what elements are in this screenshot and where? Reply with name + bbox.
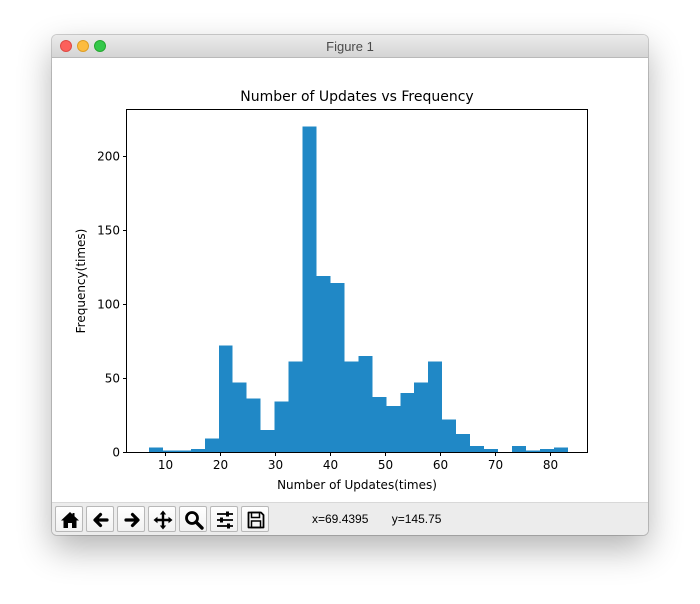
- histogram-bar: [190, 449, 205, 452]
- histogram-bar: [372, 397, 387, 452]
- cursor-y-readout: y=145.75: [391, 512, 442, 526]
- close-window-button[interactable]: [60, 40, 72, 52]
- zoom-window-button[interactable]: [94, 40, 106, 52]
- navigation-toolbar: x=69.4395 y=145.75: [52, 502, 648, 535]
- y-tick-label: 50: [105, 372, 120, 386]
- histogram-bar: [204, 438, 219, 452]
- x-tick-label: 50: [378, 458, 393, 472]
- figure-window: Figure 1 10 20 30 40 50 60 70 80 0 50 100 150 200 N…: [52, 35, 648, 535]
- histogram-bar: [470, 446, 485, 452]
- histogram-bar: [358, 355, 373, 452]
- back-arrow-icon: [93, 512, 109, 528]
- x-tick-label: 40: [323, 458, 338, 472]
- home-button[interactable]: [55, 506, 83, 532]
- histogram-bar: [260, 429, 275, 452]
- histogram-bar: [288, 361, 303, 452]
- histogram-bar: [386, 406, 401, 452]
- sliders-icon: [217, 511, 233, 529]
- histogram-bar: [148, 447, 163, 452]
- forward-arrow-icon: [124, 512, 140, 528]
- histogram-bar: [525, 450, 540, 452]
- y-axis-label: Frequency(times): [74, 229, 88, 334]
- histogram-bar: [176, 450, 191, 452]
- histogram-bar: [442, 419, 457, 452]
- chart-title: Number of Updates vs Frequency: [240, 89, 473, 105]
- zoom-button[interactable]: [179, 506, 207, 532]
- histogram-bar: [330, 283, 345, 452]
- histogram-bar: [344, 361, 359, 452]
- histogram-bar: [246, 398, 261, 452]
- y-tick-label: 150: [97, 224, 120, 238]
- back-button[interactable]: [86, 506, 114, 532]
- histogram-bar: [232, 382, 247, 452]
- pan-move-icon: [153, 510, 173, 530]
- x-tick-label: 10: [158, 458, 173, 472]
- x-tick-label: 20: [213, 458, 228, 472]
- histogram-bar: [428, 361, 443, 452]
- forward-button[interactable]: [117, 506, 145, 532]
- x-axis-label: Number of Updates(times): [277, 478, 437, 492]
- y-tick-label: 200: [97, 150, 120, 164]
- title-bar: Figure 1: [52, 35, 648, 58]
- histogram-bar: [456, 434, 471, 452]
- x-tick-label: 30: [268, 458, 283, 472]
- cursor-x-readout: x=69.4395: [312, 512, 369, 526]
- histogram-bar: [218, 345, 233, 452]
- window-title: Figure 1: [326, 39, 374, 54]
- x-tick-label: 70: [488, 458, 503, 472]
- histogram-bar: [484, 449, 498, 452]
- save-button[interactable]: [241, 506, 269, 532]
- zoom-magnifier-icon: [185, 511, 204, 530]
- histogram-bar: [400, 392, 415, 452]
- histogram-bar: [302, 126, 317, 453]
- x-tick-label: 60: [433, 458, 448, 472]
- x-tick-label: 80: [543, 458, 558, 472]
- home-icon: [61, 512, 79, 528]
- figure-canvas[interactable]: 10 20 30 40 50 60 70 80 0 50 100 150 200 Number of …: [52, 58, 648, 502]
- floppy-disk-icon: [247, 511, 265, 529]
- minimize-window-button[interactable]: [77, 40, 89, 52]
- configure-subplots-button[interactable]: [210, 506, 238, 532]
- histogram-bar: [539, 449, 554, 452]
- y-tick-label: 0: [112, 446, 120, 460]
- y-tick-label: 100: [97, 298, 120, 312]
- histogram-bar: [274, 401, 289, 452]
- histogram-bar: [511, 446, 526, 452]
- histogram-bar: [316, 275, 331, 452]
- pan-button[interactable]: [148, 506, 176, 532]
- histogram-bar: [414, 382, 429, 452]
- cursor-coordinates: x=69.4395 y=145.75: [312, 512, 441, 526]
- histogram-bar: [553, 447, 568, 452]
- histogram-bar: [162, 450, 177, 452]
